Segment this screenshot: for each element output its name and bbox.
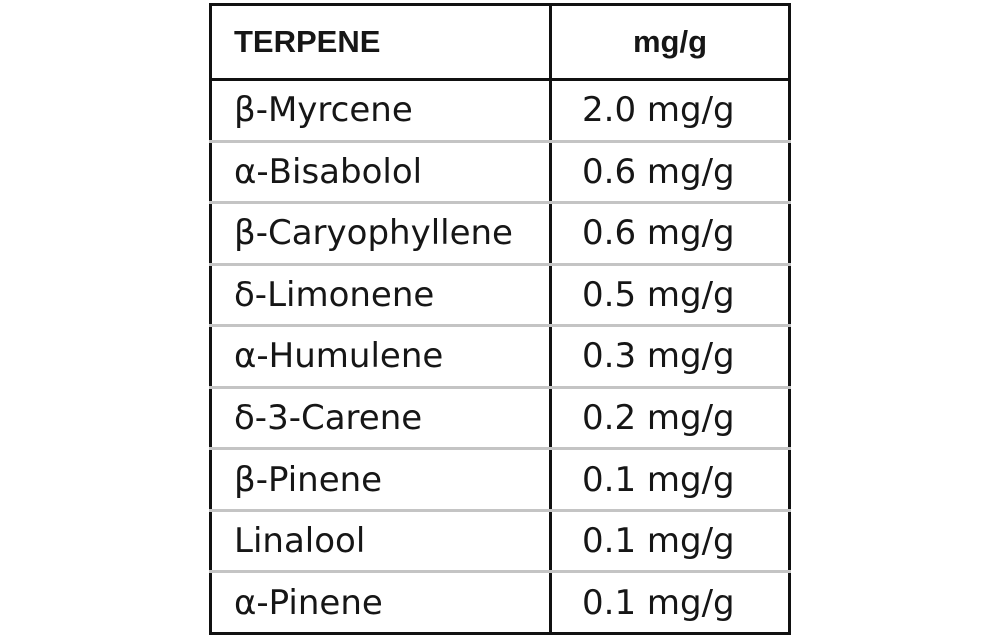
terpene-name: δ-3-Carene bbox=[210, 387, 552, 451]
table-row: δ-3-Carene 0.2 mg/g bbox=[210, 387, 790, 451]
table-row: β-Pinene 0.1 mg/g bbox=[210, 448, 790, 512]
table-row: β-Myrcene 2.0 mg/g bbox=[210, 79, 790, 143]
terpene-amount: 0.2 mg/g bbox=[550, 387, 790, 451]
terpene-table: TERPENE mg/g β-Myrcene 2.0 mg/g α-Bisabo… bbox=[209, 3, 791, 635]
terpene-name: α-Humulene bbox=[210, 325, 552, 389]
header-row: TERPENE mg/g bbox=[210, 4, 790, 81]
terpene-column-header: TERPENE bbox=[210, 4, 552, 81]
terpene-amount: 0.1 mg/g bbox=[550, 448, 790, 512]
terpene-amount: 0.1 mg/g bbox=[550, 510, 790, 574]
terpene-amount: 2.0 mg/g bbox=[550, 79, 790, 143]
terpene-amount: 0.6 mg/g bbox=[550, 141, 790, 205]
terpene-name: β-Pinene bbox=[210, 448, 552, 512]
terpene-name: β-Caryophyllene bbox=[210, 202, 552, 266]
terpene-amount: 0.1 mg/g bbox=[582, 582, 735, 623]
table-row: α-Pinene 0.1 mg/g bbox=[210, 571, 790, 634]
table-row: Linalool 0.1 mg/g bbox=[210, 510, 790, 574]
terpene-amount: 0.5 mg/g bbox=[550, 264, 790, 328]
amount-column-header: mg/g bbox=[550, 4, 790, 81]
table-row: β-Caryophyllene 0.6 mg/g bbox=[210, 202, 790, 266]
table-row: α-Humulene 0.3 mg/g bbox=[210, 325, 790, 389]
terpene-name: β-Myrcene bbox=[210, 79, 552, 143]
terpene-name: α-Bisabolol bbox=[210, 141, 552, 205]
terpene-name: α-Pinene bbox=[210, 571, 552, 634]
terpene-name: δ-Limonene bbox=[210, 264, 552, 328]
terpene-amount: 0.6 mg/g bbox=[550, 202, 790, 266]
terpene-name: Linalool bbox=[210, 510, 552, 574]
terpene-amount: 0.3 mg/g bbox=[550, 325, 790, 389]
table-row: α-Bisabolol 0.6 mg/g bbox=[210, 141, 790, 205]
table-row: δ-Limonene 0.5 mg/g bbox=[210, 264, 790, 328]
